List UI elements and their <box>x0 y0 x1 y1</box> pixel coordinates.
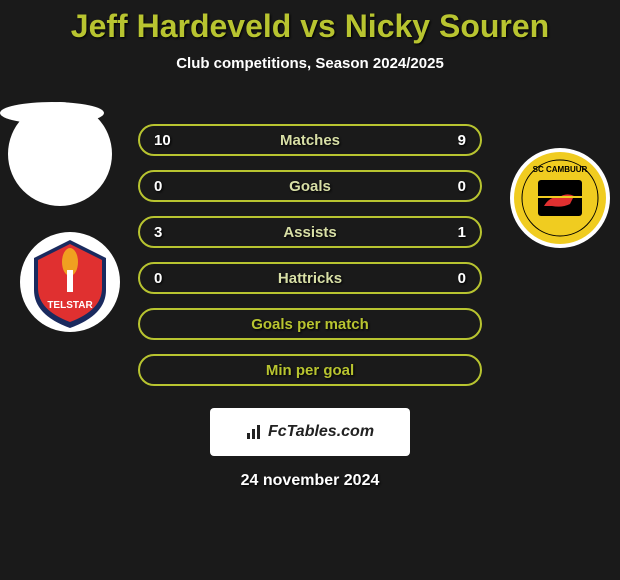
date-label: 24 november 2024 <box>0 472 620 490</box>
chart-icon <box>246 423 264 441</box>
stat-row-hattricks: 0 Hattricks 0 <box>138 262 482 294</box>
stat-right-value: 1 <box>446 224 466 241</box>
stat-row-gpm: Goals per match <box>138 308 482 340</box>
stat-left-value: 0 <box>154 270 174 287</box>
svg-text:SC CAMBUUR: SC CAMBUUR <box>533 165 588 174</box>
club-left-badge: TELSTAR <box>18 230 122 334</box>
comparison-content: TELSTAR SC CAMBUUR 10 Matches 9 0 Goals … <box>0 102 620 490</box>
stat-right-value: 9 <box>446 132 466 149</box>
brand-text: FcTables.com <box>268 423 374 441</box>
stat-left-value: 3 <box>154 224 174 241</box>
stat-right-value: 0 <box>446 270 466 287</box>
stat-left-value: 10 <box>154 132 174 149</box>
stat-label: Goals <box>289 178 331 195</box>
stat-label: Hattricks <box>278 270 342 287</box>
stats-list: 10 Matches 9 0 Goals 0 3 Assists 1 0 Hat… <box>138 124 482 386</box>
player-left-avatar <box>8 102 112 206</box>
stat-row-assists: 3 Assists 1 <box>138 216 482 248</box>
stat-label: Matches <box>280 132 340 149</box>
stat-label: Min per goal <box>266 362 354 379</box>
stat-left-value: 0 <box>154 178 174 195</box>
stat-label: Assists <box>283 224 336 241</box>
brand-badge: FcTables.com <box>210 408 410 456</box>
stat-row-goals: 0 Goals 0 <box>138 170 482 202</box>
comparison-title: Jeff Hardeveld vs Nicky Souren <box>0 0 620 45</box>
stat-label: Goals per match <box>251 316 369 333</box>
svg-text:TELSTAR: TELSTAR <box>47 300 93 311</box>
club-right-badge: SC CAMBUUR <box>508 146 612 250</box>
stat-row-matches: 10 Matches 9 <box>138 124 482 156</box>
stat-right-value: 0 <box>446 178 466 195</box>
season-subtitle: Club competitions, Season 2024/2025 <box>0 55 620 72</box>
stat-row-mpg: Min per goal <box>138 354 482 386</box>
